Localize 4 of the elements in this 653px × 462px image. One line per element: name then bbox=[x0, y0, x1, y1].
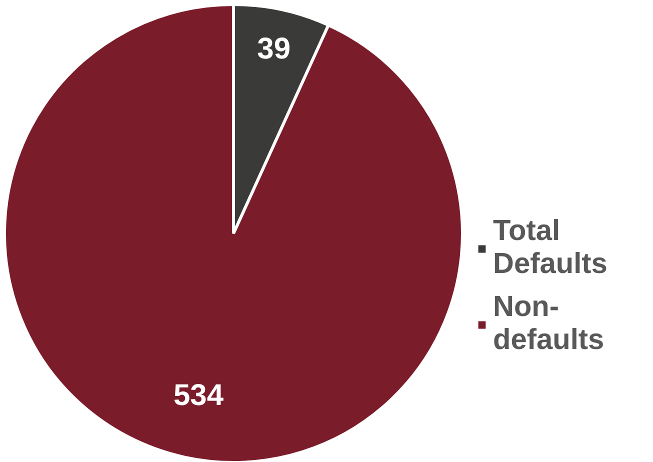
legend-label: Non-defaults bbox=[493, 291, 604, 357]
data-label: 534 bbox=[173, 379, 224, 412]
data-label: 39 bbox=[257, 32, 291, 66]
legend-label: Total Defaults bbox=[493, 215, 608, 281]
